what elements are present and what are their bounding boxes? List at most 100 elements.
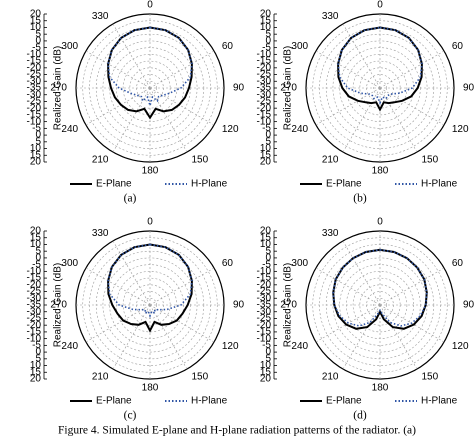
- r-tick-label: 15: [260, 367, 272, 378]
- angle-tick-label: 0: [377, 0, 383, 11]
- r-tick-label: 10: [30, 22, 42, 33]
- angle-tick-label: 120: [222, 124, 239, 135]
- r-tick-label: -10: [27, 49, 42, 60]
- caption: Figure 4. Simulated E-plane and H-plane …: [58, 425, 416, 437]
- r-tick-label: -30: [257, 76, 272, 87]
- r-tick-label: -5: [262, 42, 271, 53]
- r-tick-label: -10: [27, 116, 42, 127]
- r-tick-label: 20: [260, 374, 272, 385]
- r-tick-label: 0: [265, 347, 271, 358]
- angle-tick-label: 150: [192, 372, 209, 383]
- r-tick-label: 5: [265, 136, 271, 147]
- angle-tick-label: 270: [50, 83, 67, 94]
- r-tick-label: -15: [27, 273, 42, 284]
- grid-spoke: [379, 87, 445, 126]
- r-tick-label: -15: [27, 56, 42, 67]
- grid-spoke: [85, 267, 151, 306]
- r-tick-label: -10: [257, 116, 272, 127]
- grid-spoke: [315, 267, 381, 306]
- r-tick-label: 0: [265, 130, 271, 141]
- r-tick-label: 10: [30, 239, 42, 250]
- r-tick-label: 10: [260, 360, 272, 371]
- legend-label: E-Plane: [96, 396, 132, 407]
- grid-spoke: [149, 87, 188, 153]
- grid-ring: [82, 237, 218, 373]
- r-tick-label: -10: [27, 266, 42, 277]
- grid-spoke: [149, 304, 215, 343]
- r-tick-label: -25: [257, 286, 272, 297]
- r-tick-label: -35: [257, 300, 272, 311]
- grid-ring: [142, 80, 158, 96]
- grid-ring: [312, 237, 448, 373]
- r-tick-label: 15: [30, 150, 42, 161]
- grid-spoke: [342, 240, 381, 306]
- grid-spoke: [149, 50, 215, 89]
- grid-spoke: [85, 304, 151, 343]
- angle-tick-label: 90: [463, 300, 474, 311]
- angle-tick-label: 240: [291, 124, 308, 135]
- r-tick-label: -30: [27, 76, 42, 87]
- pattern-line: [332, 248, 428, 330]
- grid-spoke: [379, 304, 418, 370]
- r-tick-label: -25: [27, 286, 42, 297]
- r-tick-label: -5: [32, 42, 41, 53]
- angle-tick-label: 150: [422, 155, 439, 166]
- pattern-line: [337, 26, 423, 105]
- r-tick-label: -20: [27, 103, 42, 114]
- r-tick-label: -30: [257, 306, 272, 317]
- r-tick-label: -25: [27, 69, 42, 80]
- angle-tick-label: 120: [222, 341, 239, 352]
- pattern-line: [332, 248, 428, 327]
- r-tick-label: 5: [265, 246, 271, 257]
- legend-label: H-Plane: [421, 179, 458, 190]
- angle-tick-label: 270: [50, 300, 67, 311]
- r-tick-label: -15: [257, 327, 272, 338]
- grid-spoke: [342, 87, 381, 153]
- angle-tick-label: 330: [322, 228, 339, 239]
- angle-tick-label: 60: [222, 258, 234, 269]
- r-tick-label: 10: [260, 22, 272, 33]
- angle-tick-label: 330: [92, 228, 109, 239]
- r-tick-label: -15: [27, 110, 42, 121]
- r-axis-label: Realized Gain (dB): [53, 46, 64, 130]
- grid-spoke: [112, 304, 151, 370]
- grid-ring: [352, 60, 408, 116]
- r-tick-label: 15: [260, 150, 272, 161]
- angle-tick-label: 90: [233, 83, 245, 94]
- angle-tick-label: 150: [192, 155, 209, 166]
- angle-tick-label: 60: [222, 41, 234, 52]
- angle-tick-label: 120: [452, 341, 469, 352]
- r-tick-label: -15: [257, 110, 272, 121]
- grid-ring: [372, 297, 388, 313]
- r-tick-label: 5: [35, 353, 41, 364]
- angle-tick-label: 300: [61, 258, 78, 269]
- r-tick-label: -15: [257, 273, 272, 284]
- legend-label: H-Plane: [191, 396, 228, 407]
- r-tick-label: -10: [27, 333, 42, 344]
- r-tick-label: -25: [27, 96, 42, 107]
- r-tick-label: -35: [27, 83, 42, 94]
- angle-tick-label: 210: [322, 155, 339, 166]
- r-tick-label: 5: [265, 29, 271, 40]
- r-tick-label: -20: [27, 320, 42, 331]
- r-axis-label: Realized Gain (dB): [283, 263, 294, 347]
- grid-spoke: [315, 50, 381, 89]
- r-tick-label: -20: [257, 103, 272, 114]
- angle-tick-label: 60: [452, 258, 464, 269]
- pattern-line: [107, 26, 193, 109]
- angle-tick-label: 210: [92, 372, 109, 383]
- grid-spoke: [85, 87, 151, 126]
- grid-ring: [82, 20, 218, 156]
- grid-spoke: [379, 267, 445, 306]
- grid-spoke: [379, 87, 418, 153]
- angle-tick-label: 210: [92, 155, 109, 166]
- angle-tick-label: 180: [142, 166, 159, 177]
- angle-tick-label: 60: [452, 41, 464, 52]
- angle-tick-label: 90: [233, 300, 245, 311]
- angle-tick-label: 300: [291, 258, 308, 269]
- r-tick-label: 5: [35, 136, 41, 147]
- r-tick-label: -5: [32, 259, 41, 270]
- grid-ring: [312, 20, 448, 156]
- r-tick-label: 0: [265, 253, 271, 264]
